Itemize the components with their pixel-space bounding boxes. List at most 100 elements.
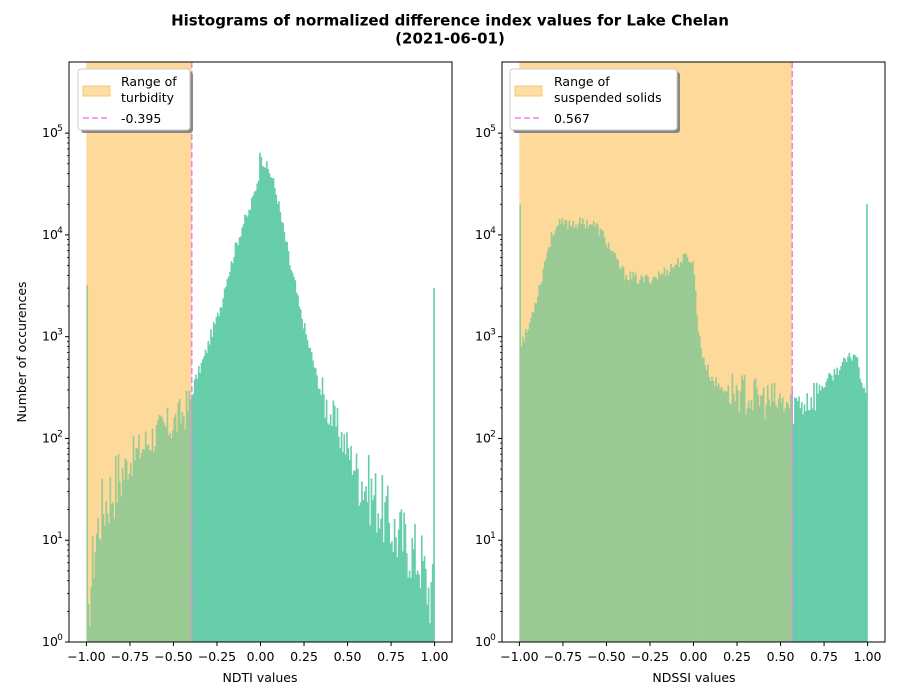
histogram-bar: [739, 391, 742, 642]
x-axis-label: NDSSI values: [652, 670, 735, 685]
histogram-bar: [788, 407, 791, 642]
histogram-bar: [374, 473, 377, 642]
legend-box: [509, 68, 678, 131]
histogram-bar: [234, 242, 237, 642]
histogram-bar: [530, 317, 532, 642]
histogram-bar: [274, 188, 276, 642]
histogram-bar: [660, 273, 663, 642]
histogram-bar: [545, 259, 547, 642]
histogram-bar: [641, 277, 644, 642]
histogram-bar: [140, 452, 143, 642]
histogram-bar: [226, 279, 229, 642]
histogram-bar: [743, 374, 746, 642]
histogram-bar: [121, 467, 124, 642]
histogram-bar: [135, 448, 137, 642]
histogram-bar: [779, 393, 781, 642]
histogram-bar: [372, 500, 374, 642]
histogram-bar: [401, 551, 404, 642]
x-tick-label: −0.75: [111, 649, 149, 664]
histogram-bar: [851, 360, 853, 642]
histogram-bar: [557, 225, 560, 642]
histogram-bar: [785, 401, 788, 642]
histogram-bar: [815, 382, 818, 642]
histogram-bar: [675, 264, 678, 642]
histogram-bar: [546, 251, 549, 643]
histogram-bar: [756, 387, 758, 642]
histogram-bar: [542, 268, 545, 642]
histogram-bar: [264, 167, 267, 643]
histogram-bar: [622, 267, 625, 642]
histogram-bar: [151, 428, 154, 642]
histogram-bar: [163, 424, 166, 642]
histogram-bar: [242, 224, 245, 642]
histogram-bar: [828, 373, 830, 642]
histogram-bar: [580, 224, 583, 643]
range-overlay: [86, 62, 192, 642]
histogram-bar: [177, 402, 180, 642]
histogram-bar: [139, 458, 142, 642]
histogram-bar: [856, 357, 859, 642]
histogram-bar: [323, 394, 325, 642]
histogram-bar: [104, 526, 106, 642]
histogram-bar: [206, 352, 208, 642]
histogram-bar: [605, 244, 607, 642]
histogram-bar: [191, 398, 193, 642]
histogram-bar: [222, 298, 225, 642]
histogram-bar: [216, 312, 219, 642]
histogram-bar: [644, 275, 647, 642]
histogram-bar: [386, 485, 389, 642]
y-tick-label: 10: [475, 125, 491, 140]
histogram-bar: [840, 365, 842, 642]
histogram-bar: [291, 272, 294, 642]
histogram-bar: [200, 362, 203, 642]
histogram-bar: [533, 312, 535, 642]
y-tick-exponent: 2: [57, 429, 63, 439]
histogram-bar: [579, 217, 581, 642]
histogram-bar: [606, 247, 609, 642]
histogram-bar: [90, 587, 93, 642]
legend: Range of suspended solids 0.567: [509, 68, 680, 133]
histogram-bar: [131, 476, 133, 642]
histogram-bar: [636, 283, 638, 642]
histogram-bar: [708, 377, 711, 642]
histogram-bar: [599, 228, 602, 642]
histogram-bar: [114, 456, 117, 642]
histogram-bar: [700, 347, 702, 642]
histogram-bar: [187, 410, 189, 642]
histogram-bar: [621, 265, 624, 642]
histogram-bar: [817, 393, 819, 642]
histogram-bar: [802, 414, 804, 642]
histogram-bar: [825, 381, 828, 642]
histogram-bar: [565, 220, 568, 642]
histogram-bar: [218, 316, 220, 642]
histogram-bar: [587, 227, 590, 642]
x-tick-label: 0.50: [767, 649, 795, 664]
histogram-bar: [91, 536, 94, 642]
histogram-bar: [196, 378, 199, 642]
histogram-bar: [214, 324, 216, 642]
legend-range-swatch: [82, 85, 111, 97]
histogram-bar: [197, 365, 200, 642]
histogram-bar: [212, 321, 215, 642]
histogram-bar: [94, 552, 97, 642]
histogram-bar: [182, 416, 185, 642]
histogram-bar: [202, 359, 204, 642]
histogram-bar: [396, 556, 399, 642]
x-tick-label: 0.00: [680, 649, 708, 664]
histogram-bar: [314, 368, 317, 642]
legend-range-swatch: [514, 85, 543, 97]
histogram-bar: [737, 389, 739, 642]
histogram-bar: [282, 223, 284, 642]
histogram-bar: [173, 417, 176, 642]
histogram-bar: [310, 352, 313, 642]
histogram-bar: [526, 332, 528, 642]
histogram-bar: [373, 495, 375, 642]
histogram-bar: [866, 204, 868, 643]
histogram-bar: [423, 555, 426, 642]
histogram-bar: [359, 502, 362, 642]
histogram-bar: [280, 221, 283, 642]
histogram-bar: [369, 525, 371, 642]
histogram-bar: [853, 354, 856, 642]
histogram-bar: [305, 334, 307, 642]
histogram-bar: [632, 271, 634, 642]
